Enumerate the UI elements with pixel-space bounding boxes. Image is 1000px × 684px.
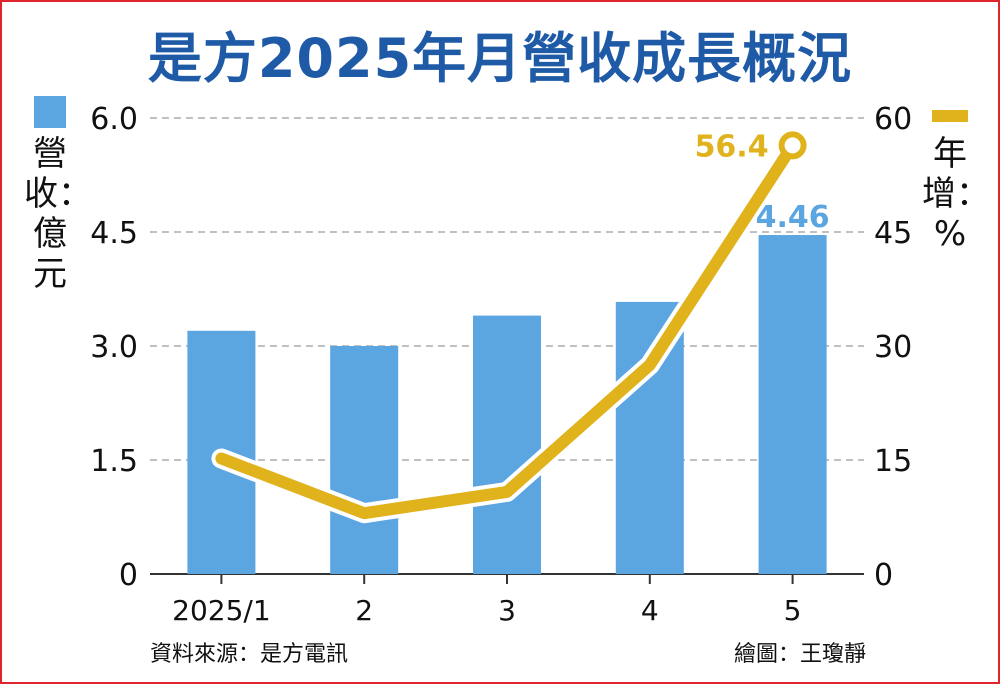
right-tick-label: 30 [874,330,912,365]
left-tick-label: 3.0 [90,330,138,365]
left-tick-label: 6.0 [90,102,138,137]
right-tick-label: 0 [874,558,893,593]
x-tick-label: 5 [784,594,802,627]
left-tick-label: 4.5 [90,216,138,251]
credit-note: 繪圖：王瓊靜 [733,642,866,667]
revenue-bar [473,315,541,574]
left-tick-label: 1.5 [90,444,138,479]
revenue-bar [330,346,399,574]
yoy-line [215,139,799,520]
right-tick-label: 60 [874,102,912,137]
line-data-label: 56.4 [695,129,769,164]
chart-title: 是方2025年月營收成長概況 [147,27,853,90]
x-tick-label: 4 [641,594,659,627]
source-note: 資料來源：是方電訊 [150,642,349,667]
legend-swatch-revenue [34,96,66,128]
x-tick-label: 2 [355,594,373,627]
legend-swatch-yoy [932,110,968,122]
revenue-bar [758,235,827,575]
left-tick-label: 0 [119,558,138,593]
right-tick-label: 15 [874,444,912,479]
x-tick-label: 2025/1 [172,594,271,627]
bar-data-label: 4.46 [756,200,830,235]
x-tick-label: 3 [498,594,516,627]
right-tick-label: 45 [874,216,912,251]
yoy-end-marker [778,131,807,160]
